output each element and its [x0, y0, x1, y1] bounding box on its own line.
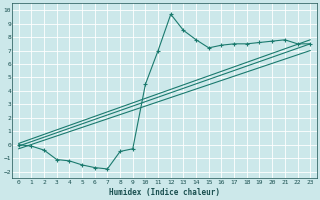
X-axis label: Humidex (Indice chaleur): Humidex (Indice chaleur)	[109, 188, 220, 197]
